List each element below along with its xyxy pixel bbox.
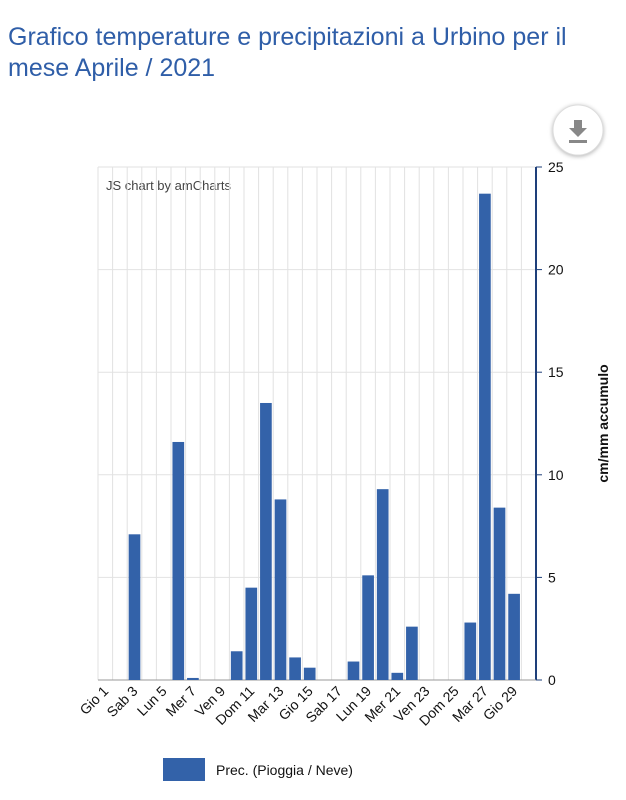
x-tick-label: Mer 7 bbox=[162, 683, 199, 720]
x-tick-label: Gio 29 bbox=[480, 683, 521, 724]
bar bbox=[493, 507, 506, 680]
bar bbox=[260, 402, 272, 680]
bar bbox=[245, 587, 258, 680]
y-tick-label: 25 bbox=[548, 159, 564, 175]
y-tick-label: 15 bbox=[548, 364, 564, 380]
bar bbox=[464, 622, 477, 680]
download-button[interactable] bbox=[552, 104, 604, 156]
bar bbox=[376, 489, 389, 680]
y-tick-label: 5 bbox=[548, 569, 556, 585]
bar bbox=[303, 667, 316, 680]
bar bbox=[274, 499, 287, 680]
credit: JS chart by amCharts bbox=[106, 178, 231, 193]
x-tick-label: Lun 5 bbox=[134, 683, 170, 719]
y-tick-label: 0 bbox=[548, 672, 556, 688]
bar bbox=[172, 441, 185, 680]
y-tick-label: 20 bbox=[548, 262, 564, 278]
y-tick-label: 10 bbox=[548, 467, 564, 483]
bar bbox=[230, 651, 243, 680]
bar bbox=[391, 672, 404, 680]
bar bbox=[347, 661, 360, 680]
bar bbox=[508, 593, 520, 680]
bar bbox=[479, 193, 491, 680]
y-axis-label: cm/mm accumulo bbox=[595, 364, 611, 482]
legend-swatch bbox=[163, 758, 205, 781]
bar bbox=[187, 677, 199, 680]
bar bbox=[289, 657, 301, 680]
bar bbox=[128, 534, 141, 680]
x-tick-label: Sab 3 bbox=[103, 683, 140, 720]
legend-label: Prec. (Pioggia / Neve) bbox=[216, 762, 353, 778]
chart-title: Grafico temperature e precipitazioni a U… bbox=[8, 23, 567, 82]
bar bbox=[406, 626, 418, 680]
bar bbox=[362, 575, 374, 680]
